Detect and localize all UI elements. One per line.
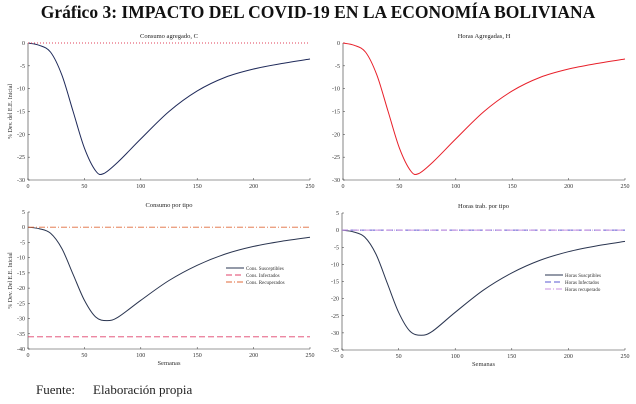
y-tick-label: -30 — [332, 178, 340, 184]
chart-panel-2: 0 50 100 150 200 25050-5-10-15-20-25-30-35-40… — [8, 202, 315, 367]
legend-label: Horas recuperado — [565, 288, 601, 293]
x-tick-label: 100 — [136, 353, 145, 359]
x-tick-label: 150 — [508, 184, 517, 190]
chart-title: Horas trab. por tipo — [458, 203, 509, 210]
y-tick-label: -25 — [331, 314, 339, 320]
y-tick-label: -30 — [17, 178, 25, 184]
source-label: Fuente: — [36, 382, 75, 397]
x-tick-label: 250 — [306, 184, 315, 190]
y-tick-label: 0 — [22, 41, 25, 47]
x-tick-label: 50 — [396, 354, 402, 360]
y-tick-label: -10 — [331, 262, 339, 268]
y-tick-label: -15 — [331, 280, 339, 286]
x-tick-label: 200 — [564, 354, 573, 360]
x-tick-label: 50 — [81, 353, 87, 359]
y-tick-label: -20 — [17, 286, 25, 292]
x-tick-label: 200 — [249, 353, 258, 359]
chart-panel-3: 0 50 100 150 200 25050-5-10-15-20-25-30-35Hor… — [331, 203, 630, 368]
chart-title: Horas Agregadas, H — [458, 33, 511, 40]
y-tick-label: 0 — [22, 225, 25, 231]
y-tick-label: -30 — [17, 317, 25, 323]
y-tick-label: -20 — [331, 297, 339, 303]
chart-panel-1: 0 50 100 150 200 250 0 -5 -10 -15 -20 -25 -30 Horas A… — [332, 33, 630, 190]
legend-label: Cons. Susceptibles — [246, 267, 284, 272]
x-tick-label: 150 — [193, 184, 202, 190]
y-tick-label: -25 — [332, 155, 340, 161]
y-tick-label: -15 — [332, 110, 340, 116]
x-tick-label: 0 — [27, 184, 30, 190]
chart-panel-0: 0 50 100 150 200 250 0 -5 -10 -15 -20 -25 -30 Consumo… — [8, 33, 315, 190]
y-tick-label: -35 — [331, 348, 339, 354]
series-line-0 — [342, 42, 626, 176]
y-tick-label: -40 — [17, 347, 25, 353]
y-tick-label: 0 — [336, 228, 339, 234]
y-tick-label: -5 — [20, 240, 25, 246]
y-tick-label: -5 — [334, 245, 339, 251]
x-tick-label: 250 — [621, 184, 630, 190]
x-axis-label: Semanas — [157, 360, 181, 367]
legend-label: Cons. Infectados — [246, 274, 280, 279]
y-tick-label: -15 — [17, 110, 25, 116]
x-tick-label: 0 — [342, 184, 345, 190]
y-tick-label: -35 — [17, 332, 25, 338]
legend-label: Cons. Recuperados — [246, 281, 285, 286]
y-tick-label: 0 — [337, 41, 340, 47]
x-tick-label: 150 — [193, 353, 202, 359]
chart-title: Consumo agregado, C — [140, 33, 198, 40]
series-line-0 — [341, 229, 626, 336]
y-tick-label: -20 — [17, 132, 25, 138]
x-tick-label: 200 — [564, 184, 573, 190]
x-tick-label: 50 — [396, 184, 402, 190]
y-tick-label: 5 — [22, 210, 25, 216]
source-note: Fuente: Elaboración propia — [36, 382, 192, 398]
x-tick-label: 100 — [451, 354, 460, 360]
figure-title: Gráfico 3: IMPACTO DEL COVID-19 EN LA EC… — [40, 2, 596, 22]
x-tick-label: 50 — [81, 184, 87, 190]
y-tick-label: -30 — [331, 331, 339, 337]
y-tick-label: 5 — [336, 211, 339, 217]
y-tick-label: -10 — [17, 87, 25, 93]
legend-label: Horas Suscptibles — [565, 274, 601, 279]
y-tick-label: -25 — [17, 155, 25, 161]
y-axis-label: % Dev. del E.E. Inicial — [8, 84, 14, 139]
y-tick-label: -10 — [332, 87, 340, 93]
x-tick-label: 200 — [249, 184, 258, 190]
y-tick-label: -10 — [17, 256, 25, 262]
series-line-0 — [27, 42, 311, 176]
chart-title: Consumo por tipo — [146, 202, 193, 209]
legend-label: Horas Infectados — [565, 281, 599, 286]
y-tick-label: -5 — [335, 64, 340, 70]
y-tick-label: -20 — [332, 132, 340, 138]
x-tick-label: 250 — [306, 353, 315, 359]
source-text: Elaboración propia — [93, 382, 193, 397]
x-tick-label: 100 — [136, 184, 145, 190]
y-tick-label: -15 — [17, 271, 25, 277]
y-tick-label: -5 — [20, 64, 25, 70]
x-tick-label: 100 — [451, 184, 460, 190]
y-tick-label: -25 — [17, 301, 25, 307]
x-tick-label: 250 — [621, 354, 630, 360]
x-tick-label: 0 — [341, 354, 344, 360]
x-tick-label: 0 — [27, 353, 30, 359]
series-line-0 — [27, 226, 311, 322]
y-axis-label: % Dev. Del E.E. Inicial — [8, 252, 14, 309]
x-axis-label: Semanas — [472, 361, 496, 368]
x-tick-label: 150 — [507, 354, 516, 360]
